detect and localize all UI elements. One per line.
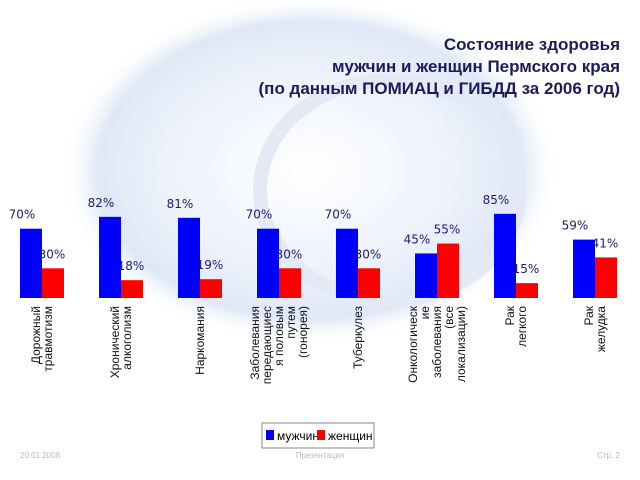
category-label: передающиес bbox=[260, 306, 274, 384]
category-label: Рак bbox=[582, 305, 596, 325]
bar bbox=[358, 268, 380, 298]
bar bbox=[20, 228, 42, 298]
category-label: Рак bbox=[503, 305, 517, 325]
legend-swatch bbox=[317, 430, 325, 440]
value-label: 45% bbox=[404, 232, 431, 246]
bar bbox=[121, 280, 143, 298]
value-label: 70% bbox=[9, 208, 36, 222]
category-label: ие bbox=[418, 306, 432, 320]
category-label: Онкологическ bbox=[406, 305, 420, 383]
value-label: 41% bbox=[592, 236, 619, 250]
category-label: Наркомания bbox=[193, 306, 207, 375]
category-label: путем bbox=[284, 306, 298, 339]
bar bbox=[415, 253, 437, 298]
bar bbox=[99, 216, 121, 298]
category-label: Дорожный bbox=[29, 306, 43, 364]
shell-decoration bbox=[253, 73, 527, 307]
value-label: 30% bbox=[276, 247, 303, 261]
bar bbox=[257, 228, 279, 298]
value-label: 70% bbox=[246, 208, 273, 222]
footer-center: Презентация bbox=[296, 451, 344, 460]
category-label: я половым bbox=[272, 306, 286, 366]
bar bbox=[573, 239, 595, 298]
bar bbox=[437, 243, 459, 298]
value-label: 30% bbox=[355, 247, 382, 261]
bar bbox=[494, 213, 516, 298]
category-label: заболевания bbox=[430, 306, 444, 378]
bar bbox=[42, 268, 64, 298]
title-line: мужчин и женщин Пермского края bbox=[332, 57, 620, 76]
bar bbox=[516, 283, 538, 298]
legend-swatch bbox=[266, 430, 274, 440]
value-label: 85% bbox=[483, 193, 510, 207]
value-label: 30% bbox=[39, 247, 66, 261]
category-label: Хронический bbox=[108, 306, 122, 378]
bar bbox=[336, 228, 358, 298]
bar bbox=[595, 257, 617, 298]
legend-box bbox=[261, 422, 375, 449]
legend-label: мужчин bbox=[277, 429, 319, 443]
category-label: алкоголизм bbox=[120, 306, 134, 370]
value-label: 15% bbox=[513, 262, 540, 276]
footer-date: 20.01.2008 bbox=[20, 451, 61, 460]
bar bbox=[178, 217, 200, 298]
category-label: локализации) bbox=[454, 306, 468, 382]
title-line: Состояние здоровья bbox=[444, 35, 620, 54]
category-label: травмотизм bbox=[41, 306, 55, 372]
value-label: 18% bbox=[118, 259, 145, 273]
category-label: Туберкулез bbox=[351, 306, 365, 369]
value-label: 70% bbox=[325, 208, 352, 222]
value-label: 19% bbox=[197, 258, 224, 272]
title-line: (по данным ПОМИАЦ и ГИБДД за 2006 год) bbox=[259, 79, 620, 98]
value-label: 82% bbox=[88, 196, 115, 210]
footer-page: Стр. 2 bbox=[597, 451, 620, 460]
legend-label: женщин bbox=[328, 429, 373, 443]
bar bbox=[279, 268, 301, 298]
bar bbox=[200, 279, 222, 298]
category-label: желудка bbox=[594, 306, 608, 352]
category-label: Заболевания bbox=[248, 306, 262, 380]
category-label: легкого bbox=[515, 306, 529, 347]
value-label: 81% bbox=[167, 197, 194, 211]
category-label: (гонорея) bbox=[296, 306, 310, 358]
category-label: (все bbox=[442, 306, 456, 329]
value-label: 59% bbox=[562, 219, 589, 233]
value-label: 55% bbox=[434, 223, 461, 237]
